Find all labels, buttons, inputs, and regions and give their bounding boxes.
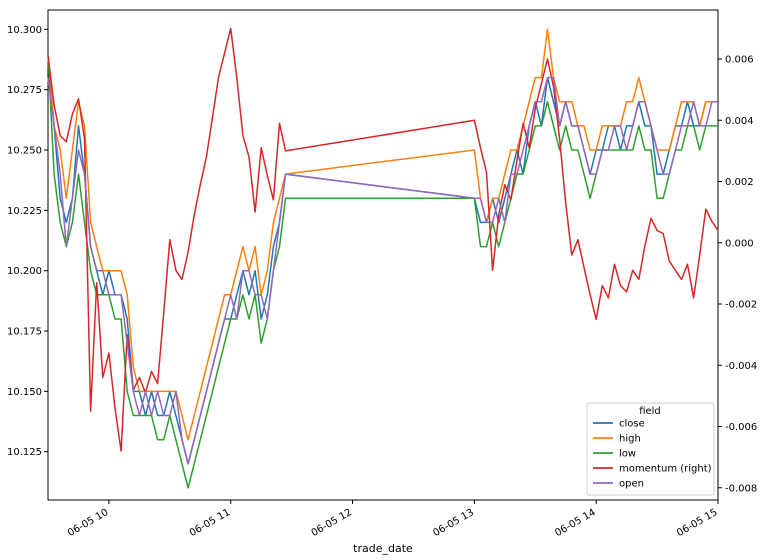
x-axis: 06-05 10 06-05 11 06-05 12 06-05 13 06-05 14… <box>66 500 720 539</box>
legend-entry-label: open <box>619 479 644 490</box>
legend-entries: close high low momentum (right) open <box>593 419 712 490</box>
left-tick-label: 10.275 <box>7 85 42 96</box>
right-tick-label: -0.006 <box>725 422 757 433</box>
x-tick-label: 06-05 14 <box>553 507 597 539</box>
legend-entry-label: close <box>619 419 645 430</box>
left-tick-label: 10.150 <box>7 387 42 398</box>
left-tick-label: 10.250 <box>7 146 42 157</box>
series-line-open <box>47 76 718 465</box>
x-tick-label: 06-05 12 <box>310 507 354 539</box>
right-y-axis: -0.008 -0.006 -0.004 -0.002 0.000 0.002 0.004 0… <box>718 55 757 494</box>
series-layer <box>47 27 719 489</box>
right-tick-label: 0.002 <box>725 177 754 188</box>
left-tick-label: 10.300 <box>7 25 42 36</box>
series-line-momentum-right <box>47 27 719 452</box>
legend-entry-label: low <box>619 449 636 460</box>
legend-title: field <box>639 406 661 417</box>
left-tick-label: 10.175 <box>7 327 42 338</box>
left-tick-label: 10.225 <box>7 206 42 217</box>
right-tick-label: 0.004 <box>725 116 754 127</box>
legend-box <box>586 402 715 496</box>
x-axis-title: trade_date <box>353 542 413 555</box>
legend-entry-label: high <box>619 434 641 445</box>
right-tick-label: 0.000 <box>725 238 754 249</box>
left-tick-label: 10.200 <box>7 266 42 277</box>
series-line-high <box>47 28 718 441</box>
right-tick-label: 0.006 <box>725 55 754 66</box>
left-y-axis: 10.125 10.150 10.175 10.200 10.225 10.250 10.2… <box>7 25 48 458</box>
x-tick-label: 06-05 15 <box>675 507 719 539</box>
right-tick-label: -0.004 <box>725 361 757 372</box>
legend-entry-label: momentum (right) <box>619 464 712 475</box>
right-tick-label: -0.002 <box>725 300 757 311</box>
x-tick-label: 06-05 10 <box>66 507 110 539</box>
x-tick-label: 06-05 13 <box>431 507 475 539</box>
left-tick-label: 10.125 <box>7 447 42 458</box>
legend: field close high low momentum (right) open <box>586 402 715 496</box>
right-tick-label: -0.008 <box>725 483 757 494</box>
x-tick-label: 06-05 11 <box>188 507 232 539</box>
